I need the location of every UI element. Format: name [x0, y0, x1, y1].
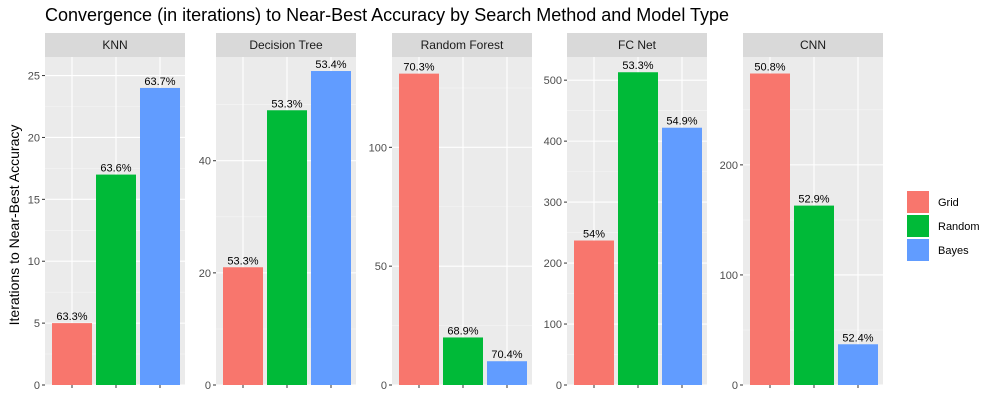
- data-label-random-forest-bayes: 70.4%: [491, 349, 522, 361]
- facet-random-forest: Random Forest 0 50 100 70.3% 68.9% 70.4%: [369, 33, 532, 392]
- bar-knn-bayes: [140, 87, 180, 386]
- bar-knn-grid: [52, 323, 92, 385]
- data-label-cnn-random: 52.9%: [798, 194, 829, 206]
- y-tick-label: 40: [199, 156, 211, 168]
- facet-strip-fc-net: [567, 33, 707, 57]
- facet-strip-label-knn: KNN: [102, 38, 127, 52]
- legend-label-grid: Grid: [938, 197, 959, 209]
- data-label-random-forest-random: 68.9%: [447, 325, 478, 337]
- legend: Grid Random Bayes: [907, 191, 980, 261]
- y-tick-label: 0: [381, 380, 387, 392]
- facet-strip-label-random-forest: Random Forest: [421, 38, 504, 52]
- legend-key-grid: [907, 191, 929, 213]
- y-axis-label: Iterations to Near-Best Accuracy: [6, 125, 22, 326]
- bar-random-forest-bayes: [487, 361, 527, 385]
- bar-fc-net-grid: [574, 240, 614, 385]
- facet-strip-label-decision-tree: Decision Tree: [249, 38, 323, 52]
- data-label-decision-tree-bayes: 53.4%: [315, 59, 346, 71]
- bar-decision-tree-bayes: [311, 71, 351, 386]
- bar-random-forest-grid: [399, 73, 439, 385]
- bar-cnn-grid: [750, 73, 790, 385]
- bar-decision-tree-random: [267, 110, 307, 385]
- data-label-cnn-bayes: 52.4%: [842, 332, 873, 344]
- bar-random-forest-random: [443, 337, 483, 385]
- facet-panels: KNN 0 5 10 15 20 25 63.3% 63.6% 63.7% Decision Tre…: [28, 33, 883, 392]
- y-tick-label: 15: [28, 194, 40, 206]
- bar-cnn-bayes: [838, 344, 878, 385]
- facet-strip-random-forest: [392, 33, 532, 57]
- y-tick-label: 20: [28, 132, 40, 144]
- y-tick-label: 20: [199, 268, 211, 280]
- facet-fc-net: FC Net 0 100 200 300 400 500 54% 53.3% 54.9%: [544, 33, 707, 392]
- y-tick-label: 0: [732, 380, 738, 392]
- data-label-fc-net-random: 53.3%: [622, 60, 653, 72]
- y-tick-label: 0: [205, 380, 211, 392]
- facet-strip-label-fc-net: FC Net: [618, 38, 657, 52]
- bar-fc-net-random: [618, 72, 658, 385]
- y-tick-label: 300: [544, 197, 562, 209]
- facet-strip-decision-tree: [216, 33, 356, 57]
- legend-key-random: [907, 215, 929, 237]
- y-tick-label: 200: [720, 160, 738, 172]
- y-tick-label: 500: [544, 75, 562, 87]
- data-label-knn-bayes: 63.7%: [144, 76, 175, 88]
- data-label-fc-net-bayes: 54.9%: [666, 116, 697, 128]
- facet-strip-knn: [45, 33, 185, 57]
- y-tick-label: 25: [28, 71, 40, 83]
- y-tick-label: 50: [375, 261, 387, 273]
- bar-cnn-random: [794, 205, 834, 385]
- facet-decision-tree: Decision Tree 0 20 40 53.3% 53.3% 53.4%: [199, 33, 356, 392]
- bar-fc-net-bayes: [662, 127, 702, 385]
- bar-knn-random: [96, 174, 136, 385]
- y-tick-label: 5: [34, 318, 40, 330]
- legend-label-bayes: Bayes: [938, 245, 969, 257]
- legend-key-bayes: [907, 239, 929, 261]
- chart-title: Convergence (in iterations) to Near-Best…: [45, 5, 729, 25]
- data-label-decision-tree-random: 53.3%: [271, 98, 302, 110]
- y-tick-label: 100: [544, 319, 562, 331]
- facet-strip-label-cnn: CNN: [800, 38, 826, 52]
- y-tick-label: 200: [544, 258, 562, 270]
- facet-knn: KNN 0 5 10 15 20 25 63.3% 63.6% 63.7%: [28, 33, 185, 392]
- y-tick-label: 0: [556, 380, 562, 392]
- facet-cnn: CNN 0 100 200 50.8% 52.9% 52.4%: [720, 33, 883, 392]
- facet-strip-cnn: [743, 33, 883, 57]
- y-tick-label: 100: [369, 142, 387, 154]
- y-tick-label: 10: [28, 256, 40, 268]
- data-label-knn-random: 63.6%: [100, 163, 131, 175]
- data-label-fc-net-grid: 54%: [583, 229, 605, 241]
- bar-decision-tree-grid: [223, 267, 263, 385]
- legend-label-random: Random: [938, 221, 980, 233]
- y-tick-label: 400: [544, 136, 562, 148]
- data-label-cnn-grid: 50.8%: [754, 62, 785, 74]
- data-label-knn-grid: 63.3%: [56, 311, 87, 323]
- y-tick-label: 0: [34, 380, 40, 392]
- y-tick-label: 100: [720, 270, 738, 282]
- data-label-decision-tree-grid: 53.3%: [227, 255, 258, 267]
- data-label-random-forest-grid: 70.3%: [403, 62, 434, 74]
